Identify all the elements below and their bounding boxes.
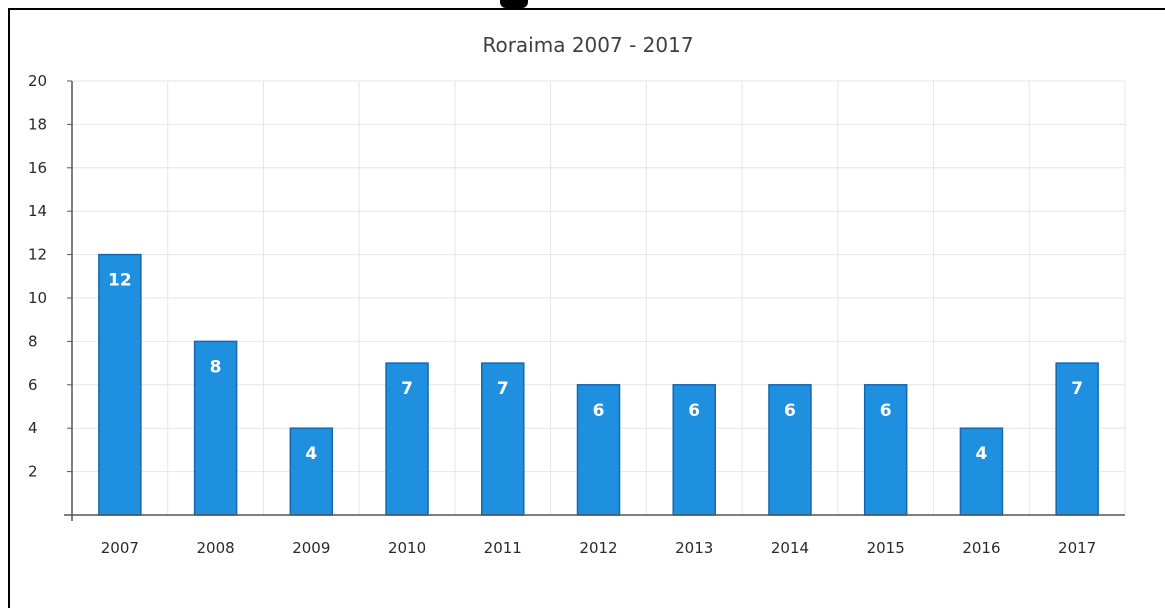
bar-value-label: 6 xyxy=(688,401,700,421)
cropped-heading-fragment xyxy=(500,0,528,8)
x-tick-label: 2008 xyxy=(196,539,234,557)
bar-value-label: 12 xyxy=(108,271,132,291)
x-tick-label: 2017 xyxy=(1058,539,1096,557)
bar xyxy=(959,427,1004,516)
bar xyxy=(863,384,908,516)
bar xyxy=(768,384,812,516)
x-tick-label: 2011 xyxy=(484,539,522,557)
y-tick-label: 14 xyxy=(28,202,47,220)
x-tick-label: 2013 xyxy=(675,539,713,557)
bar-value-label: 7 xyxy=(497,379,509,399)
x-tick-label: 2016 xyxy=(962,539,1000,557)
bar-value-label: 6 xyxy=(784,401,796,421)
chart-title: Roraima 2007 - 2017 xyxy=(482,33,693,57)
y-tick-label: 4 xyxy=(28,419,38,437)
bar xyxy=(672,384,716,516)
y-tick-label: 8 xyxy=(28,332,38,350)
x-tick-label: 2014 xyxy=(771,539,809,557)
grid-lines xyxy=(72,80,1126,515)
bar-value-label: 6 xyxy=(593,401,605,421)
x-tick-label: 2009 xyxy=(292,539,330,557)
x-tick-label: 2007 xyxy=(101,539,139,557)
axes xyxy=(64,80,1125,521)
tick-labels: 2 4 6 8 10 12 14 16 18 20 2007 2008 2009 2010 2011 2012… xyxy=(28,72,1096,557)
y-tick-label: 6 xyxy=(28,376,38,394)
bar-value-label: 8 xyxy=(210,357,222,377)
y-tick-label: 20 xyxy=(28,72,47,90)
bar-value-label: 7 xyxy=(1071,379,1083,399)
bar-value-label: 4 xyxy=(975,444,987,464)
bar-value-label: 6 xyxy=(880,401,892,421)
bar xyxy=(385,362,429,516)
bar xyxy=(576,384,621,516)
bar-value-label: 4 xyxy=(305,444,317,464)
bar xyxy=(481,362,525,516)
page-fragment xyxy=(0,0,1165,10)
bar-value-labels: 12 8 4 7 7 6 6 6 6 4 7 xyxy=(108,271,1083,465)
bar-value-label: 7 xyxy=(401,379,413,399)
bars xyxy=(98,253,1099,516)
y-tick-label: 10 xyxy=(28,289,47,307)
y-tick-label: 16 xyxy=(28,159,47,177)
x-tick-label: 2012 xyxy=(579,539,617,557)
y-tick-label: 2 xyxy=(28,463,38,481)
bar xyxy=(289,427,334,516)
x-tick-label: 2010 xyxy=(388,539,426,557)
bar xyxy=(98,253,142,516)
x-tick-label: 2015 xyxy=(867,539,905,557)
y-tick-label: 12 xyxy=(28,246,47,264)
y-tick-label: 18 xyxy=(28,115,47,133)
